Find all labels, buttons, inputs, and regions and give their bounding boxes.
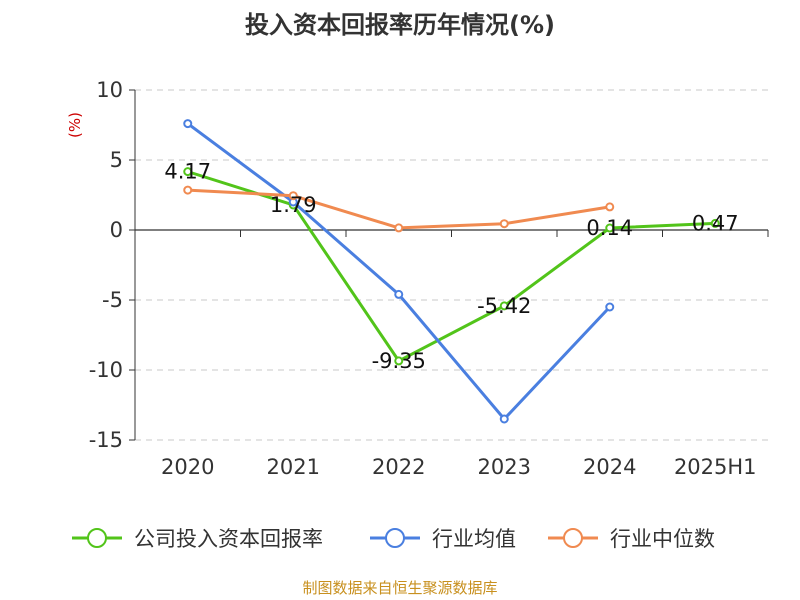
data-label: 0.47	[692, 211, 739, 235]
y-tick-label: -5	[102, 288, 123, 312]
x-tick-label: 2023	[478, 455, 531, 479]
y-tick-label: 0	[110, 218, 123, 242]
data-point	[499, 301, 509, 311]
y-tick-label: -15	[89, 428, 123, 452]
data-point	[605, 202, 615, 212]
data-point	[499, 414, 509, 424]
data-label: 0.14	[586, 216, 633, 240]
y-tick-label: 5	[110, 148, 123, 172]
data-labels: 4.17 1.79 -9.35 -5.42 0.14 0.47	[164, 160, 738, 373]
axes: 10 5 0 -5 -10 -15 2020 2021 2022 2023 2024 2025H1	[89, 78, 769, 479]
series-line	[187, 188, 610, 230]
data-point	[394, 223, 404, 233]
legend-marker-icon	[87, 528, 107, 548]
grid	[135, 89, 768, 441]
source-note: 制图数据来自恒生聚源数据库	[302, 579, 497, 597]
data-point	[605, 223, 615, 233]
data-point	[394, 289, 404, 299]
legend-marker-icon	[385, 528, 405, 548]
data-point	[605, 302, 615, 312]
y-axis-label: (%)	[66, 112, 84, 138]
data-label: -9.35	[372, 349, 426, 373]
data-label: 1.79	[270, 193, 317, 217]
data-point	[288, 191, 298, 201]
y-tick-label: -10	[89, 358, 123, 382]
legend-label[interactable]: 行业中位数	[610, 527, 715, 551]
y-tick-label: 10	[96, 78, 123, 102]
data-point	[183, 185, 193, 195]
legend-label[interactable]: 公司投入资本回报率	[134, 527, 323, 551]
series-group	[183, 119, 720, 424]
data-point	[499, 219, 509, 229]
x-tick-label: 2022	[372, 455, 425, 479]
data-point	[183, 167, 193, 177]
legend-label[interactable]: 行业均值	[432, 527, 516, 551]
data-label: -5.42	[477, 294, 531, 318]
legend-marker-icon	[563, 528, 583, 548]
series-line	[187, 170, 716, 363]
x-tick-label: 2020	[161, 455, 214, 479]
series-line	[186, 122, 611, 421]
data-point	[183, 119, 193, 129]
x-tick-label: 2024	[583, 455, 636, 479]
data-point	[394, 356, 404, 366]
legend[interactable]: 公司投入资本回报率 行业均值 行业中位数	[72, 527, 715, 551]
x-tick-label: 2025H1	[674, 455, 757, 479]
chart-title: 投入资本回报率历年情况(%)	[245, 11, 555, 39]
data-point	[710, 218, 720, 228]
x-tick-label: 2021	[267, 455, 320, 479]
data-label: 4.17	[164, 160, 211, 184]
